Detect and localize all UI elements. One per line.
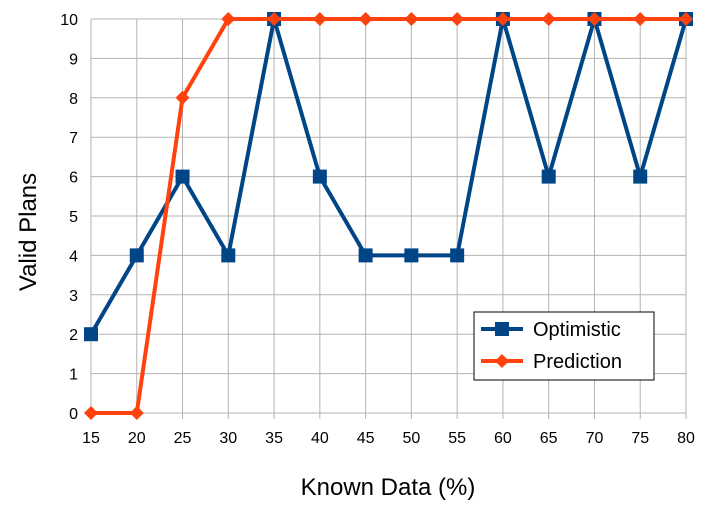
y-tick-label: 4 [69,248,78,265]
data-point-optimistic [84,327,98,342]
data-point-prediction [175,90,190,105]
y-tick-labels: 0 1 2 3 4 5 6 7 8 9 10 [60,12,78,423]
data-point-optimistic [404,248,419,263]
x-tick-label: 20 [128,430,146,447]
data-point-prediction [404,12,419,26]
data-point-optimistic [541,169,556,184]
data-point-prediction [358,12,373,26]
x-tick-label: 80 [677,430,695,447]
data-point-prediction [129,406,144,420]
legend-marker-prediction [495,354,509,368]
legend-label-optimistic: Optimistic [533,319,621,341]
series [84,12,693,420]
x-tick-label: 15 [82,430,100,447]
data-point-prediction [633,12,648,26]
axes [90,19,686,414]
y-tick-label: 0 [69,406,78,423]
data-point-prediction [221,12,236,26]
x-tick-label: 60 [494,430,512,447]
data-point-optimistic [221,248,236,263]
y-tick-label: 6 [69,170,78,187]
legend-marker-optimistic [495,322,509,336]
data-point-optimistic [450,248,465,263]
x-tick-label: 55 [448,430,466,447]
x-tick-label: 50 [402,430,420,447]
y-tick-label: 10 [60,12,78,29]
grid [90,18,687,419]
y-tick-label: 7 [69,130,78,147]
data-point-prediction [679,12,693,26]
data-point-prediction [312,12,327,26]
x-tick-label: 25 [174,430,192,447]
data-point-prediction [84,406,98,420]
data-point-optimistic [312,169,327,184]
series-prediction [84,12,693,420]
y-tick-label: 2 [69,327,78,344]
data-point-optimistic [633,169,648,184]
data-point-prediction [541,12,556,26]
data-point-optimistic [175,169,190,184]
x-tick-label: 45 [357,430,375,447]
y-tick-label: 3 [69,288,78,305]
y-tick-label: 5 [69,209,78,226]
y-tick-label: 1 [69,367,78,384]
y-axis-title: Valid Plans [15,173,42,291]
data-point-prediction [495,12,510,26]
y-tick-label: 8 [69,91,78,108]
data-point-prediction [587,12,602,26]
x-tick-label: 65 [540,430,558,447]
data-point-prediction [267,12,282,26]
data-point-optimistic [358,248,373,263]
x-tick-label: 75 [631,430,649,447]
legend-label-prediction: Prediction [533,351,622,373]
series-line-optimistic [89,17,688,336]
legend: Optimistic Prediction [473,311,655,381]
data-point-optimistic [129,248,144,263]
x-axis-title: Known Data (%) [301,474,476,501]
y-tick-label: 9 [69,51,78,68]
series-line-prediction [91,17,686,415]
x-tick-label: 30 [219,430,237,447]
x-tick-label: 35 [265,430,283,447]
x-tick-label: 40 [311,430,329,447]
x-tick-label: 70 [586,430,604,447]
data-point-prediction [450,12,465,26]
x-tick-labels: 15 20 25 30 35 40 45 50 55 60 65 70 75 80 [82,430,695,447]
